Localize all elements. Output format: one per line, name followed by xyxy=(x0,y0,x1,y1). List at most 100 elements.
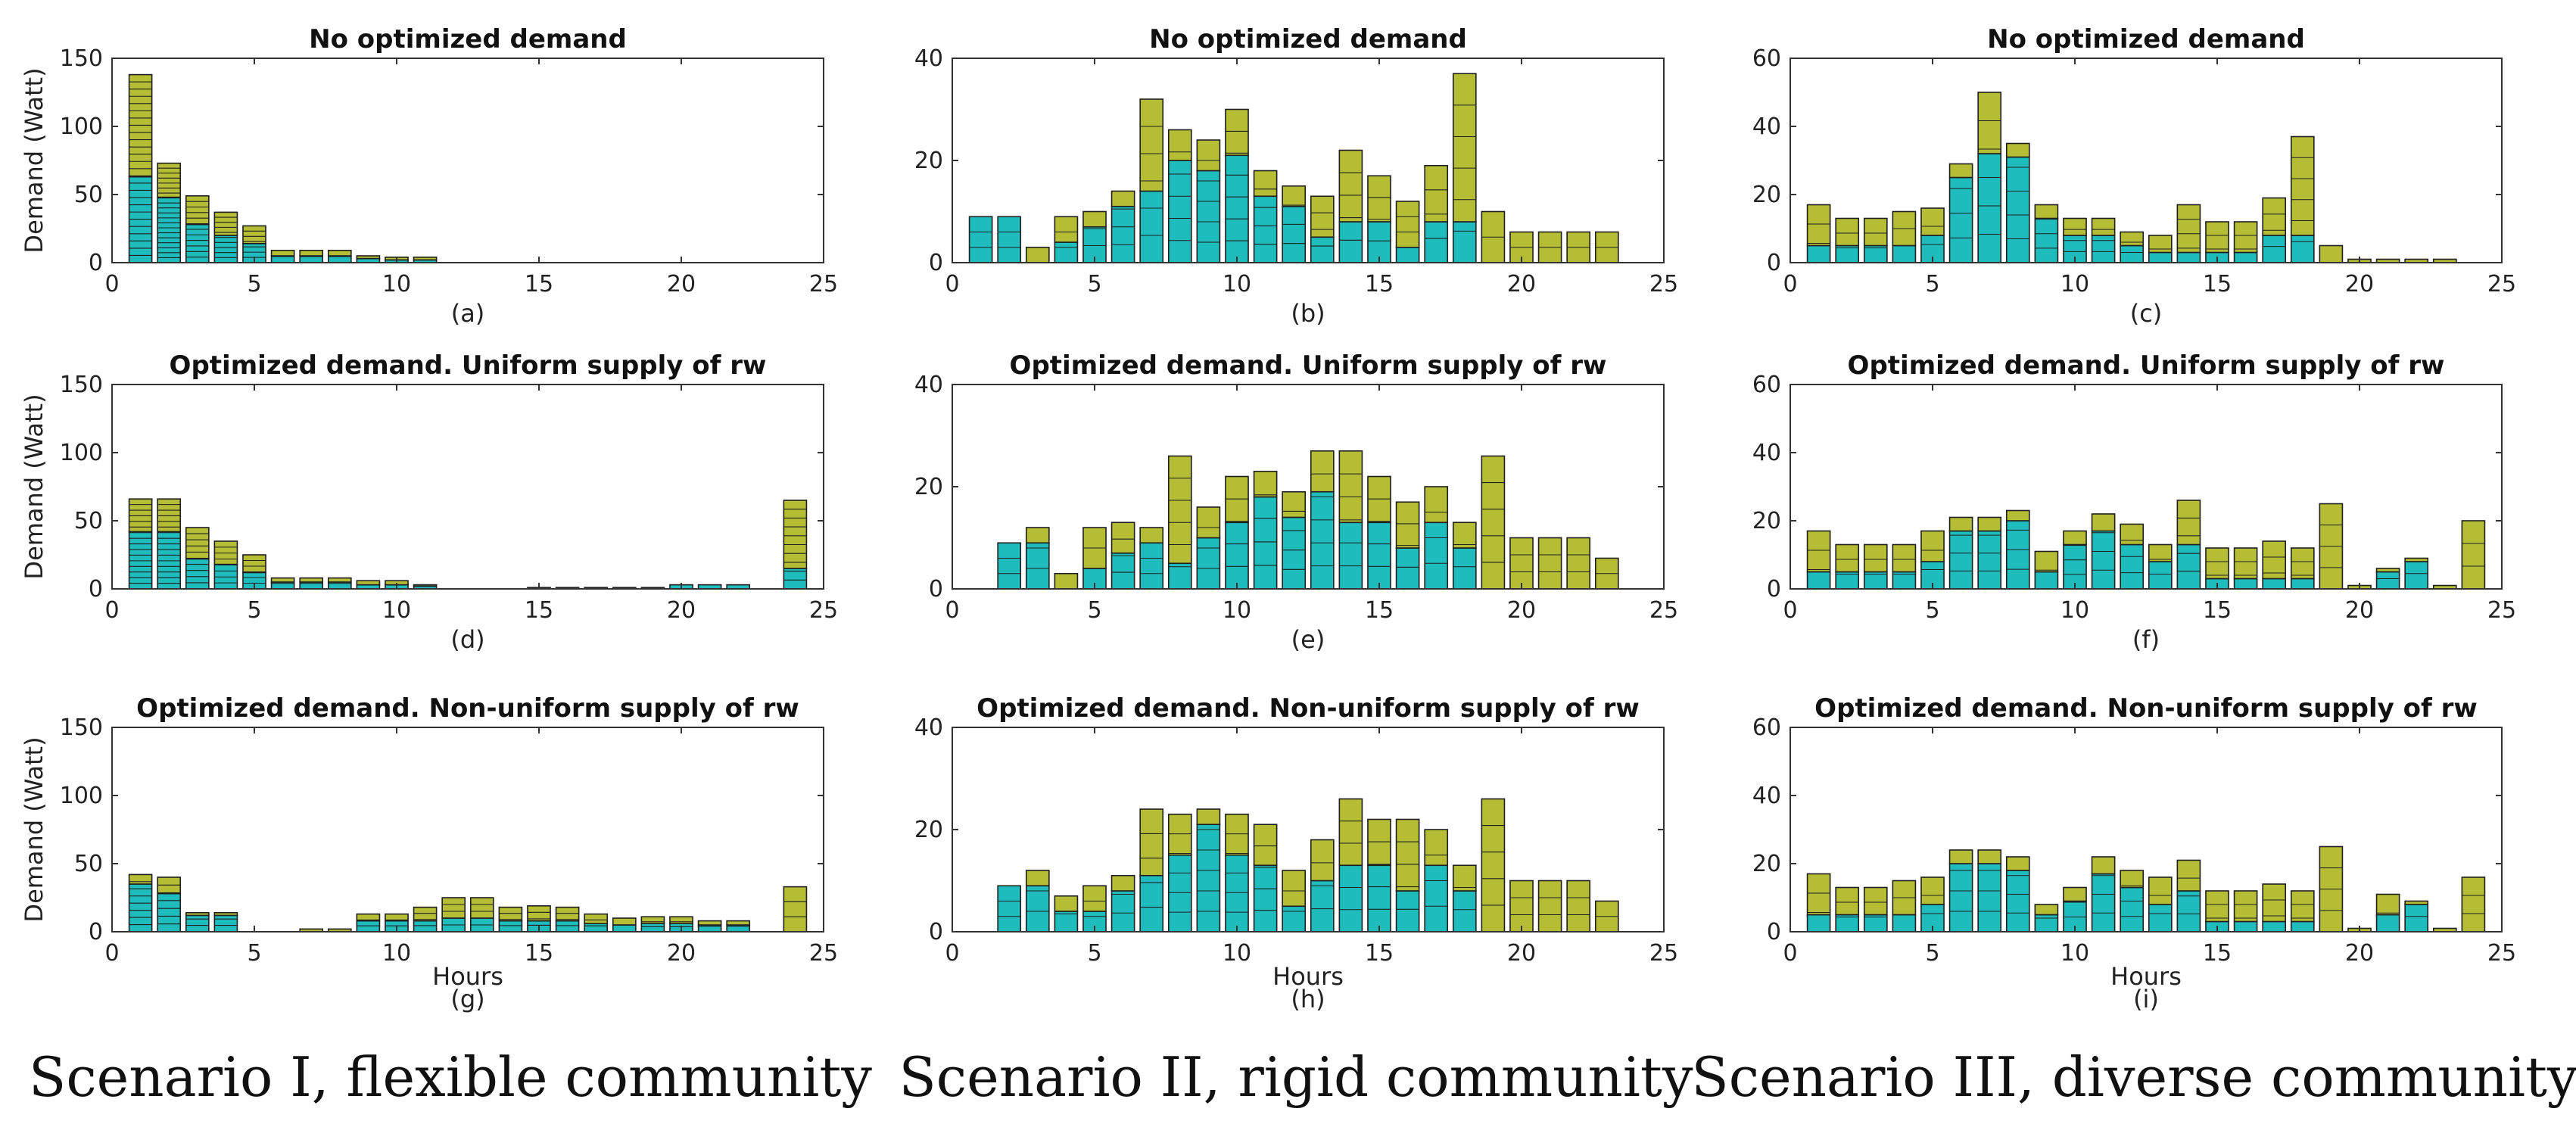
chart-title: Optimized demand. Uniform supply of rw xyxy=(1848,350,2445,381)
bar-base-hour-15 xyxy=(1367,522,1391,590)
x-tick-label: 15 xyxy=(525,271,553,297)
bar-flex-hour-6 xyxy=(270,249,295,257)
chart-panel-g: Optimized demand. Non-uniform supply of … xyxy=(20,693,838,1013)
bar-flex-hour-12 xyxy=(441,897,466,919)
bar-flex-hour-22 xyxy=(726,920,751,926)
bar-base-hour-18 xyxy=(2290,235,2315,263)
x-tick-label: 10 xyxy=(1223,597,1251,624)
x-tick-label: 5 xyxy=(1087,940,1101,967)
chart-panel-b: No optimized demand 0 20 40 0 5 10 15 20 25 (b) xyxy=(914,24,1678,328)
bar-base-hour-2 xyxy=(997,885,1022,933)
x-tick-label: 25 xyxy=(809,271,838,297)
chart-title: No optimized demand xyxy=(1987,24,2305,54)
x-tick-label: 5 xyxy=(1087,597,1101,624)
bar-base-hour-4 xyxy=(1054,911,1079,933)
chart-title: No optimized demand xyxy=(309,24,627,54)
bar-base-hour-7 xyxy=(1977,863,2002,933)
bar-base-hour-17 xyxy=(2262,578,2287,590)
bar-flex-hour-7 xyxy=(1139,808,1164,876)
x-tick-label: 10 xyxy=(2060,940,2089,967)
bar-base-hour-12 xyxy=(1282,905,1307,933)
bar-base-hour-7 xyxy=(1139,874,1164,933)
bar-flex-hour-21 xyxy=(697,920,722,926)
bar-flex-hour-7 xyxy=(299,577,324,583)
bar-flex-hour-1 xyxy=(1806,204,1831,247)
bar-base-hour-10 xyxy=(1225,154,1249,263)
bar-flex-hour-7 xyxy=(1977,849,2002,864)
bar-flex-hour-10 xyxy=(385,913,409,922)
chart-panel-e: Optimized demand. Uniform supply of rw 0 2… xyxy=(914,350,1678,654)
chart-panel-d: Optimized demand. Uniform supply of rw 0 5… xyxy=(20,350,838,654)
bar-base-hour-4 xyxy=(213,914,238,933)
bar-flex-hour-18 xyxy=(1452,73,1477,223)
bar-base-hour-11 xyxy=(1253,195,1278,263)
bar-flex-hour-6 xyxy=(1948,516,1973,532)
bar-base-hour-18 xyxy=(1452,221,1477,263)
bar-base-hour-4 xyxy=(1892,914,1917,933)
bar-flex-hour-5 xyxy=(242,554,266,574)
bar-flex-hour-18 xyxy=(1452,864,1477,892)
bar-flex-hour-11 xyxy=(413,584,438,587)
x-tick-label: 10 xyxy=(1223,271,1251,297)
bar-flex-hour-22 xyxy=(1566,880,1591,933)
bar-flex-hour-12 xyxy=(1282,185,1307,207)
bar-flex-hour-10 xyxy=(2063,886,2087,902)
bar-flex-hour-18 xyxy=(2290,890,2315,923)
bar-base-hour-9 xyxy=(356,920,381,933)
bar-base-hour-13 xyxy=(1310,490,1335,590)
subplot-label: (h) xyxy=(1291,985,1325,1013)
y-tick-label: 50 xyxy=(74,508,103,534)
y-tick-label: 20 xyxy=(1752,508,1781,534)
bar-flex-hour-21 xyxy=(1537,880,1562,933)
bar-flex-hour-4 xyxy=(1054,572,1079,590)
bar-base-hour-9 xyxy=(2034,914,2059,933)
subplot-label: (i) xyxy=(2133,985,2159,1013)
y-tick-label: 60 xyxy=(1752,715,1781,741)
bar-flex-hour-4 xyxy=(1054,895,1079,912)
x-tick-label: 15 xyxy=(2203,940,2232,967)
bar-flex-hour-15 xyxy=(527,905,551,922)
bar-base-hour-2 xyxy=(997,216,1022,263)
y-tick-label: 0 xyxy=(929,919,943,945)
bar-base-hour-3 xyxy=(1025,542,1050,590)
bar-base-hour-1 xyxy=(1806,244,1831,263)
bar-flex-hour-3 xyxy=(185,912,210,917)
bar-base-hour-17 xyxy=(1424,522,1449,590)
x-tick-label: 0 xyxy=(945,271,959,297)
bar-flex-hour-12 xyxy=(2120,231,2145,247)
axes-box xyxy=(1789,58,2503,263)
bar-flex-hour-15 xyxy=(2205,221,2229,254)
bar-base-hour-8 xyxy=(2005,156,2030,263)
chart-title: Optimized demand. Uniform supply of rw xyxy=(170,350,767,381)
y-tick-label: 100 xyxy=(60,440,103,466)
bar-base-hour-13 xyxy=(2148,904,2173,933)
bar-flex-hour-17 xyxy=(1424,164,1449,223)
bar-flex-hour-20 xyxy=(669,916,693,924)
x-tick-label: 5 xyxy=(247,271,261,297)
bar-flex-hour-11 xyxy=(1253,824,1278,867)
bar-flex-hour-9 xyxy=(356,913,381,922)
bar-flex-hour-14 xyxy=(2176,204,2201,254)
bar-flex-hour-24 xyxy=(783,500,808,569)
bar-base-hour-8 xyxy=(1167,160,1192,263)
bar-flex-hour-8 xyxy=(2005,142,2030,158)
bar-base-hour-2 xyxy=(157,531,182,590)
axes-box xyxy=(1789,727,2503,933)
axes-box xyxy=(111,58,824,263)
bar-flex-hour-10 xyxy=(1225,813,1249,856)
chart-panel-a: No optimized demand 0 50 100 150 0 5 10 15 20 25 De… xyxy=(20,24,838,328)
bar-flex-hour-6 xyxy=(1110,522,1135,554)
y-tick-label: 40 xyxy=(1752,783,1781,809)
x-tick-label: 20 xyxy=(1507,271,1536,297)
chart-title: No optimized demand xyxy=(1149,24,1467,54)
bar-flex-hour-9 xyxy=(2034,204,2059,220)
bar-base-hour-10 xyxy=(1225,522,1249,590)
bar-flex-hour-17 xyxy=(584,913,609,924)
bar-flex-hour-12 xyxy=(2120,523,2145,546)
y-tick-label: 40 xyxy=(914,372,943,398)
x-tick-label: 25 xyxy=(2487,940,2516,967)
bar-base-hour-3 xyxy=(185,558,210,590)
bar-flex-hour-13 xyxy=(469,897,494,919)
y-tick-label: 0 xyxy=(89,576,103,602)
